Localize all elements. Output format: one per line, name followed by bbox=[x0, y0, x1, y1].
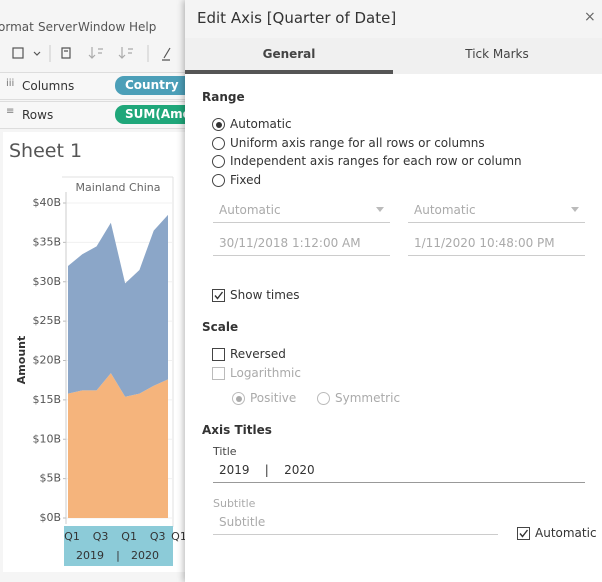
option-label: Independent axis ranges for each row or … bbox=[230, 154, 522, 168]
field-text: Automatic bbox=[219, 203, 281, 217]
shelf-label: Rows bbox=[22, 108, 54, 122]
year-label: 2020 bbox=[131, 549, 159, 562]
pill[interactable]: SUM(Amou bbox=[115, 105, 195, 124]
field-text: 1/11/2020 10:48:00 PM bbox=[414, 236, 555, 250]
field-label: Subtitle bbox=[213, 497, 256, 510]
check-mark bbox=[519, 529, 529, 538]
x-tick-label: Q3 bbox=[93, 530, 109, 543]
y-tick-label: $25B bbox=[32, 314, 61, 327]
date-header bbox=[64, 526, 173, 566]
toolbar-icon[interactable] bbox=[118, 47, 133, 59]
menu-item[interactable]: Help bbox=[129, 20, 157, 34]
checkbox-indicator[interactable] bbox=[212, 348, 225, 361]
radio-indicator[interactable] bbox=[212, 173, 225, 187]
x-tick-label: Q1 bbox=[171, 530, 187, 543]
checkbox-indicator[interactable] bbox=[212, 289, 225, 302]
subtitle-input: Subtitle bbox=[213, 512, 498, 535]
section-heading: Scale bbox=[202, 320, 239, 334]
option-label: Show times bbox=[230, 288, 300, 302]
range-start-mode: Automatic bbox=[213, 200, 390, 223]
radio-indicator[interactable] bbox=[212, 155, 225, 168]
dialog-header: Edit Axis [Quarter of Date] × bbox=[185, 0, 602, 38]
toolbar-icon[interactable] bbox=[162, 47, 171, 61]
year-separator: | bbox=[116, 549, 120, 562]
y-tick-label: $15B bbox=[32, 393, 61, 406]
checkbox-indicator bbox=[212, 367, 225, 380]
pill[interactable]: Country bbox=[115, 76, 195, 95]
option-label: Automatic bbox=[230, 117, 292, 131]
toolbar bbox=[12, 45, 171, 62]
y-tick-label: $30B bbox=[32, 275, 61, 288]
shelf-label: Columns bbox=[22, 79, 75, 93]
field-text: Subtitle bbox=[219, 515, 266, 529]
checkbox-indicator[interactable] bbox=[517, 527, 530, 540]
radio-indicator[interactable] bbox=[212, 118, 225, 131]
tab[interactable]: General bbox=[185, 38, 393, 74]
field-label: Title bbox=[213, 445, 237, 458]
y-tick-label: $0B bbox=[39, 511, 61, 524]
toolbar-icon[interactable] bbox=[88, 47, 103, 59]
toolbar-icon[interactable] bbox=[61, 47, 71, 59]
y-tick-label: $20B bbox=[32, 354, 61, 367]
sheet-title: Sheet 1 bbox=[9, 140, 83, 162]
x-tick-label: Q3 bbox=[150, 530, 166, 543]
toolbar-icon[interactable] bbox=[12, 47, 24, 59]
toolbar-icon[interactable] bbox=[33, 51, 41, 56]
pane-header: Mainland China bbox=[76, 181, 161, 194]
section-heading: Range bbox=[202, 90, 245, 104]
range-end-mode: Automatic bbox=[408, 200, 585, 223]
option-label: Automatic bbox=[535, 526, 597, 540]
rows-shelf: ≡ Rows SUM(Amou bbox=[0, 101, 195, 129]
y-axis-title: Amount bbox=[15, 336, 28, 384]
dropdown-arrow bbox=[571, 207, 579, 212]
check-mark bbox=[214, 291, 224, 300]
edit-axis-dialog: Edit Axis [Quarter of Date] × General Tic… bbox=[185, 0, 602, 582]
option-label: Fixed bbox=[230, 172, 262, 187]
option-label: Positive bbox=[250, 391, 297, 405]
dropdown-arrow bbox=[376, 207, 384, 212]
sheet: Sheet 1 Mainland China $0B $5B $10B $15B $20B… bbox=[3, 132, 193, 572]
close-button[interactable]: × bbox=[584, 9, 596, 25]
y-tick-label: $40B bbox=[32, 196, 61, 209]
option-label: Symmetric bbox=[335, 391, 401, 405]
chart: Mainland China $0B $5B $10B $15B $20B $25B $30B… bbox=[15, 176, 187, 566]
menu-item[interactable]: ormat bbox=[0, 20, 34, 34]
option-label: Logarithmic bbox=[230, 366, 301, 380]
field-text: 30/11/2018 1:12:00 AM bbox=[219, 236, 361, 250]
title-input[interactable]: 2019 | 2020 bbox=[213, 460, 585, 483]
field-text: 2019 | 2020 bbox=[219, 463, 315, 477]
menu-item[interactable]: Window bbox=[78, 20, 126, 34]
y-tick-label: $35B bbox=[32, 235, 61, 248]
range-start-value: 30/11/2018 1:12:00 AM bbox=[213, 233, 390, 256]
dialog-title: Edit Axis [Quarter of Date] bbox=[197, 9, 397, 27]
columns-shelf: iii Columns Country bbox=[0, 72, 195, 100]
tableau-workspace: ormat Server Window Help iii Columns Cou… bbox=[0, 0, 195, 582]
tab[interactable]: Tick Marks bbox=[465, 47, 529, 61]
y-tick-label: $10B bbox=[32, 432, 61, 445]
range-end-value: 1/11/2020 10:48:00 PM bbox=[408, 233, 585, 256]
radio-indicator bbox=[232, 392, 245, 405]
year-label: 2019 bbox=[76, 549, 104, 562]
x-tick-label: Q1 bbox=[64, 530, 80, 543]
option-label: Uniform axis range for all rows or colum… bbox=[230, 135, 485, 150]
area bbox=[68, 373, 168, 518]
section-heading: Axis Titles bbox=[202, 423, 272, 437]
field-text: Automatic bbox=[414, 203, 476, 217]
y-tick-label: $5B bbox=[39, 472, 61, 485]
radio-indicator bbox=[317, 392, 330, 405]
radio-indicator[interactable] bbox=[212, 136, 225, 150]
option-label: Reversed bbox=[230, 347, 286, 361]
shelf-icon: ≡ bbox=[6, 106, 15, 117]
area bbox=[68, 214, 168, 397]
x-tick-label: Q1 bbox=[121, 530, 137, 543]
shelf-icon: iii bbox=[6, 78, 15, 89]
tab-bar: General Tick Marks bbox=[185, 38, 602, 74]
menu-item[interactable]: Server bbox=[38, 20, 78, 34]
